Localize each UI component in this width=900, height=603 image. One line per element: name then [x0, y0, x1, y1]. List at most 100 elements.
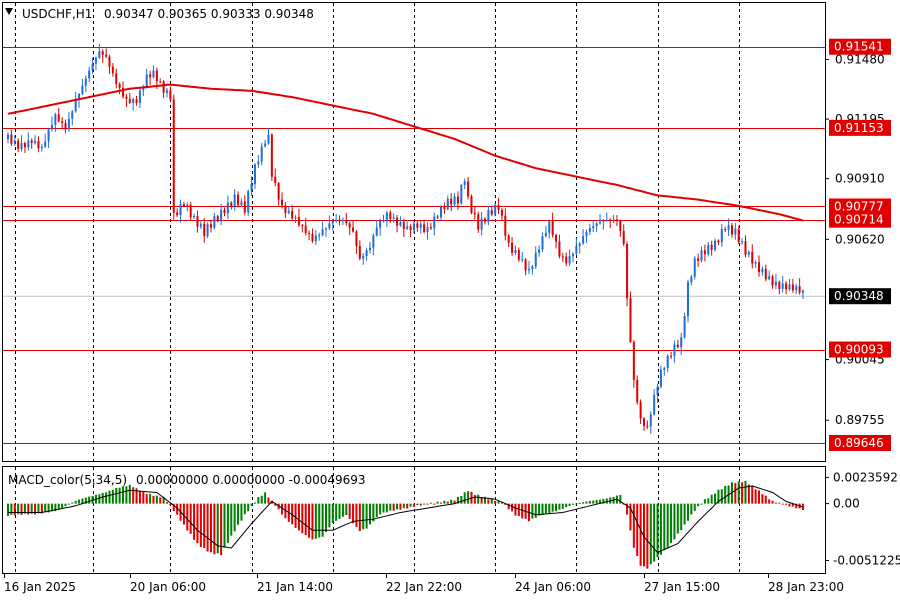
bear-candle: [23, 142, 26, 148]
macd-bar: [453, 500, 456, 504]
macd-bar: [565, 503, 568, 508]
macd-bar: [159, 497, 162, 504]
bull-candle: [714, 240, 717, 250]
bull-candle: [433, 216, 436, 229]
price-level-lines[interactable]: [3, 47, 825, 444]
bull-candle: [656, 386, 659, 395]
bull-candle: [368, 247, 371, 251]
macd-bar: [348, 503, 351, 519]
bull-candle: [463, 181, 466, 186]
macd-bar: [308, 503, 311, 538]
bear-candle: [389, 212, 392, 219]
bear-candle: [182, 204, 185, 207]
bull-candle: [54, 114, 57, 125]
macd-bar: [10, 503, 13, 515]
macd-bar: [697, 503, 700, 507]
macd-bar: [402, 503, 405, 509]
price-level-tag[interactable]: [829, 198, 891, 215]
macd-bar: [571, 503, 574, 505]
macd-bar: [761, 494, 764, 504]
macd-bar: [548, 503, 551, 514]
bear-candle: [724, 229, 727, 231]
bear-candle: [308, 232, 311, 234]
macd-bar: [538, 503, 541, 516]
macd-bar: [44, 503, 47, 513]
bear-candle: [785, 283, 788, 290]
macd-bar: [237, 503, 240, 525]
bear-candle: [270, 134, 273, 177]
macd-bar: [666, 503, 669, 548]
macd-bar: [294, 503, 297, 528]
bear-candle: [737, 228, 740, 243]
bull-candle: [592, 226, 595, 229]
macd-bar: [358, 503, 361, 532]
bear-candle: [744, 241, 747, 255]
price-level-tag[interactable]: [829, 38, 891, 55]
macd-bar: [758, 490, 761, 504]
macd-bar: [504, 503, 507, 505]
macd-bar: [703, 499, 706, 504]
macd-bar: [477, 494, 480, 504]
bull-candle: [727, 225, 730, 230]
bull-candle: [294, 217, 297, 219]
bull-candle: [412, 223, 415, 231]
bull-candle: [544, 232, 547, 237]
bear-candle: [196, 216, 199, 227]
bull-candle: [707, 244, 710, 255]
macd-bar: [118, 487, 121, 504]
bear-candle: [122, 87, 125, 97]
bear-candle: [555, 235, 558, 242]
bear-candle: [483, 218, 487, 222]
bull-candle: [534, 252, 537, 267]
macd-bar: [132, 487, 135, 504]
bear-candle: [409, 226, 412, 231]
bull-candle: [487, 210, 490, 222]
bull-candle: [768, 276, 771, 280]
bear-candle: [135, 99, 138, 104]
bull-candle: [494, 204, 497, 215]
bear-candle: [311, 233, 314, 242]
bull-candle: [548, 220, 551, 233]
macd-bar: [365, 503, 368, 529]
main-pane-frame: [2, 2, 826, 462]
bull-candle: [761, 268, 764, 273]
macd-bar: [199, 503, 202, 547]
price-level-tag[interactable]: [829, 119, 891, 136]
bull-candle: [602, 220, 605, 222]
macd-bar: [226, 503, 229, 543]
bull-candle: [693, 258, 696, 277]
bear-candle: [629, 298, 632, 342]
bear-candle: [37, 141, 40, 149]
bull-candle: [690, 276, 693, 283]
bear-candle: [717, 240, 720, 243]
macd-bar: [429, 502, 432, 504]
bull-candle: [335, 219, 338, 221]
price-level-tag[interactable]: [829, 341, 891, 358]
macd-bar: [111, 489, 114, 504]
bear-candle: [297, 217, 300, 226]
bull-candle: [541, 236, 544, 250]
bear-candle: [798, 286, 801, 293]
bull-candle: [179, 204, 182, 216]
macd-bar: [341, 503, 344, 517]
bull-candle: [186, 204, 189, 207]
bull-candle: [81, 85, 84, 95]
macd-bar: [639, 503, 642, 566]
triangle-down-icon[interactable]: [5, 8, 13, 15]
bear-candle: [159, 81, 162, 83]
bear-candle: [281, 199, 284, 206]
macd-bar: [6, 503, 10, 516]
price-level-tag[interactable]: [829, 435, 891, 452]
bull-candle: [538, 249, 541, 253]
macd-bar: [379, 503, 382, 515]
macd-bar: [67, 503, 70, 505]
bear-candle: [636, 379, 639, 403]
bull-candle: [582, 236, 585, 244]
price-level-tag[interactable]: [829, 211, 891, 228]
bear-candle: [565, 256, 568, 264]
bull-candle: [734, 228, 737, 235]
bull-candle: [612, 219, 615, 221]
macd-bar: [243, 503, 246, 515]
